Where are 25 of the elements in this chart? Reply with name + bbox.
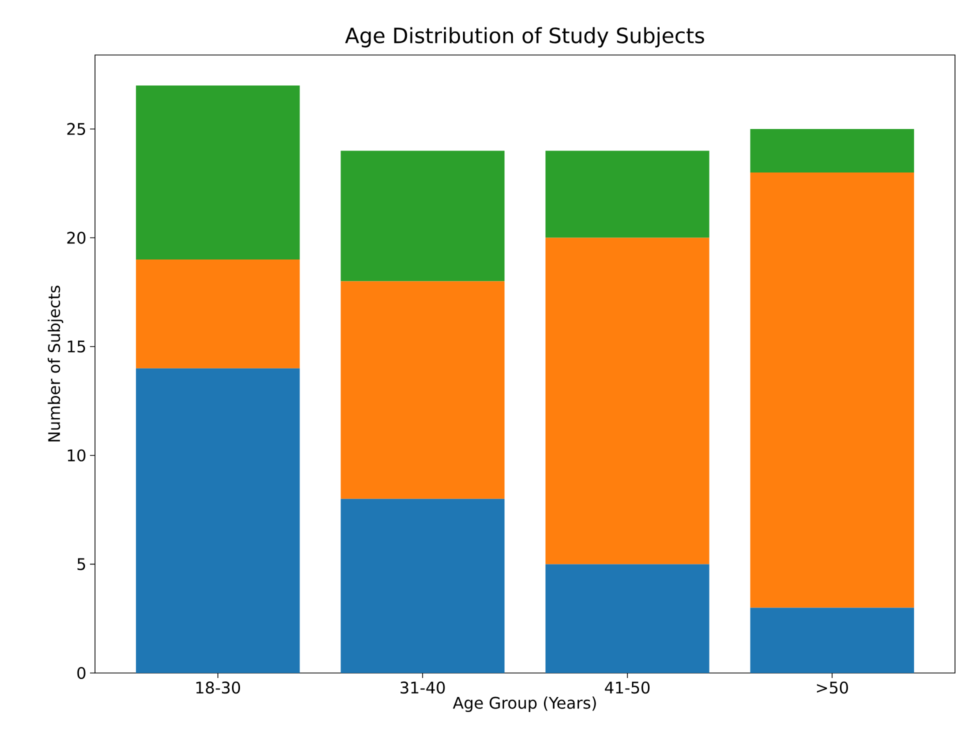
x-axis-title: Age Group (Years) <box>452 696 596 712</box>
bar <box>545 238 710 564</box>
bar <box>750 608 914 673</box>
bar <box>545 150 710 238</box>
x-tick-label: 18-30 <box>196 682 240 694</box>
y-tick-label: 10 <box>68 449 86 462</box>
bar <box>340 281 505 499</box>
bar <box>750 128 914 172</box>
y-tick-label: 0 <box>77 666 86 680</box>
x-tick-label: 31-40 <box>400 682 445 694</box>
y-tick-label: 15 <box>68 340 86 353</box>
bar <box>340 498 505 673</box>
bar <box>136 368 300 673</box>
bar <box>136 260 300 368</box>
y-tick-label: 5 <box>78 558 86 570</box>
bar <box>340 150 505 282</box>
bar <box>750 172 914 608</box>
chart-title: Age Distribution of Study Subjects <box>345 27 704 48</box>
x-tick-label: 41-50 <box>604 682 650 694</box>
x-tick-label: >50 <box>816 682 848 694</box>
bar <box>545 564 710 673</box>
y-axis-title: Number of Subjects <box>48 286 64 442</box>
y-tick-label: 20 <box>67 232 86 244</box>
bar <box>136 85 300 260</box>
y-tick-label: 25 <box>67 122 86 136</box>
